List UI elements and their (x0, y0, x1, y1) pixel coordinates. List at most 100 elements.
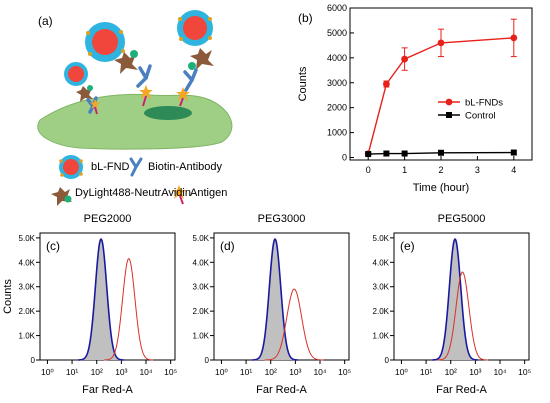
x-tick-label: 10⁵ (338, 367, 351, 377)
y-tick-label: 5000 (327, 28, 347, 38)
y-tick-label: 4.0K (193, 258, 210, 267)
y-tick-label: 6000 (327, 3, 347, 13)
x-tick-label: 10⁵ (164, 367, 177, 377)
x-tick-label: 10² (91, 367, 103, 377)
x-tick-label: 10⁴ (313, 367, 326, 377)
fnd-particle (64, 62, 88, 86)
x-axis-label: Far Red-A (256, 384, 307, 396)
fnd-particle (85, 22, 125, 62)
control-histogram-line (78, 238, 124, 361)
panel-label: (e) (400, 239, 415, 253)
x-tick-label: 10¹ (420, 367, 432, 377)
x-tick-label: 10⁰ (215, 367, 228, 377)
antigen (90, 99, 100, 115)
legend-bl-fnd-label: bL-FND (91, 161, 130, 173)
legend-dylight-label: DyLight488-NeutrAvidin (75, 187, 191, 199)
y-tick-label: 4.0K (373, 258, 390, 267)
y-tick-label: 4000 (327, 53, 347, 63)
data-point (365, 151, 372, 158)
x-axis-label: Far Red-A (436, 384, 487, 396)
x-tick-label: 10³ (469, 367, 481, 377)
data-point (401, 150, 408, 157)
timecourse-chart: (b) 0 1 2 3 4 0 1000 2000 3000 4000 5000 6000 Time (h… (297, 3, 533, 194)
avidin-complex (188, 48, 214, 70)
control-histogram-line (432, 238, 478, 361)
x-tick-label: 10² (265, 367, 277, 377)
y-tick-label: 0 (385, 356, 390, 365)
y-tick-label: 5.0K (193, 234, 210, 243)
bl-fnd-legend-icon (59, 155, 83, 179)
control-histogram-fill (432, 239, 478, 360)
legend-antigen-label: Antigen (190, 187, 228, 199)
x-tick-label: 1 (402, 165, 407, 175)
sample-histogram-line (264, 288, 324, 361)
x-tick-label: 10⁴ (493, 367, 506, 377)
data-point (510, 149, 517, 156)
panel-label: (d) (220, 239, 235, 253)
y-tick-label: 2000 (327, 103, 347, 113)
avidin-complex (76, 85, 93, 102)
legend-label: bL-FNDs (465, 98, 503, 109)
x-tick-label: 10¹ (66, 367, 78, 377)
histogram-peg3000: PEG3000 (d) 10⁰ 10¹ 10² 10³ 10⁴ 10⁵ 0 1.0K 2.0K 3.0… (193, 213, 352, 396)
histogram-title: PEG3000 (258, 213, 306, 225)
data-point (510, 34, 518, 42)
x-tick-label: 10⁴ (139, 367, 152, 377)
y-tick-label: 4.0K (19, 258, 36, 267)
x-tick-label: 4 (511, 165, 516, 175)
schematic-diagram (37, 10, 233, 206)
data-point (383, 150, 390, 157)
fnd-particle (177, 10, 213, 46)
y-axis-label: Counts (2, 279, 14, 314)
y-tick-label: 1.0K (373, 332, 390, 341)
data-point (401, 55, 408, 63)
y-tick-label: 0 (205, 356, 210, 365)
y-tick-label: 3.0K (19, 283, 36, 292)
y-tick-label: 2.0K (373, 307, 390, 316)
y-tick-label: 1000 (327, 128, 347, 138)
y-tick-label: 3.0K (193, 283, 210, 292)
cell-shape (37, 93, 233, 150)
x-axis-label: Far Red-A (82, 384, 133, 396)
histogram-title: PEG2000 (84, 213, 132, 225)
data-point (438, 149, 444, 156)
legend-marker (446, 112, 452, 118)
x-tick-label: 3 (475, 165, 480, 175)
antigen-legend-icon (172, 185, 186, 205)
y-tick-label: 2.0K (193, 307, 210, 316)
y-tick-label: 0 (342, 153, 347, 163)
data-point (437, 39, 445, 47)
y-tick-label: 1.0K (193, 332, 210, 341)
x-tick-label: 10¹ (240, 367, 252, 377)
sample-histogram-line (104, 258, 154, 361)
y-tick-label: 5.0K (19, 234, 36, 243)
legend-biotin-antibody-label: Biotin-Antibody (148, 161, 222, 173)
y-tick-label: 2.0K (19, 307, 36, 316)
control-histogram-fill (78, 239, 124, 360)
y-tick-label: 3.0K (373, 283, 390, 292)
x-tick-label: 10³ (115, 367, 127, 377)
control-histogram-line (252, 238, 298, 361)
histogram-title: PEG5000 (438, 213, 486, 225)
legend-label: Control (465, 111, 496, 122)
antigen (139, 85, 153, 107)
x-tick-label: 0 (366, 165, 371, 175)
x-tick-label: 10³ (289, 367, 301, 377)
antigen (176, 87, 190, 107)
control-histogram-fill (252, 239, 298, 360)
x-tick-label: 2 (438, 165, 443, 175)
x-axis-label: Time (hour) (413, 182, 469, 194)
y-tick-label: 1.0K (19, 332, 36, 341)
legend-marker (445, 98, 453, 106)
histogram-peg5000: PEG5000 (e) 10⁰ 10¹ 10² 10³ 10⁴ 10⁵ 0 1.0K 2.0K 3.0… (373, 213, 532, 396)
panel-label-b: (b) (298, 11, 313, 25)
avidin-legend-icon (51, 187, 72, 206)
y-tick-label: 3000 (327, 78, 347, 88)
y-tick-label: 5.0K (373, 234, 390, 243)
x-tick-label: 10⁵ (518, 367, 531, 377)
panel-label-a: (a) (38, 14, 53, 28)
data-point (383, 80, 390, 88)
y-tick-label: 0 (31, 356, 36, 365)
histogram-peg2000: PEG2000 (c) 10⁰ 10¹ 10² 10³ 10⁴ 10⁵ 0 1.0K 2.0K 3.0… (2, 213, 177, 396)
sample-histogram-line (436, 271, 489, 361)
